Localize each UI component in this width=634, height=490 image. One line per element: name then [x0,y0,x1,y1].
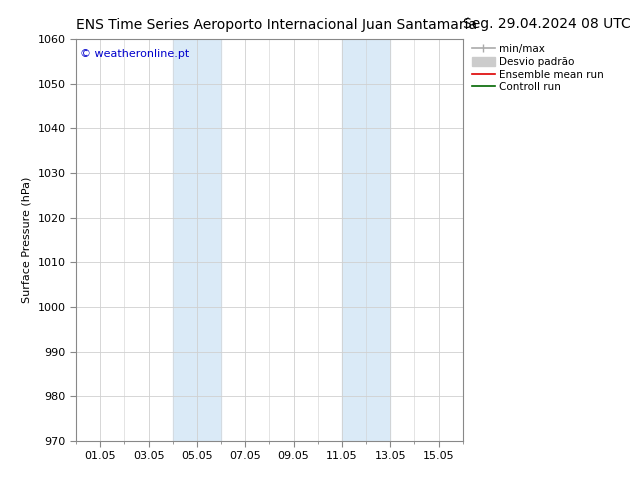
Text: © weatheronline.pt: © weatheronline.pt [80,49,189,59]
Legend: min/max, Desvio padrão, Ensemble mean run, Controll run: min/max, Desvio padrão, Ensemble mean ru… [472,45,604,92]
Y-axis label: Surface Pressure (hPa): Surface Pressure (hPa) [22,177,32,303]
Text: ENS Time Series Aeroporto Internacional Juan Santamaría: ENS Time Series Aeroporto Internacional … [76,17,477,32]
Text: Seg. 29.04.2024 08 UTC: Seg. 29.04.2024 08 UTC [463,17,631,31]
Bar [342,39,391,441]
Bar [172,39,221,441]
